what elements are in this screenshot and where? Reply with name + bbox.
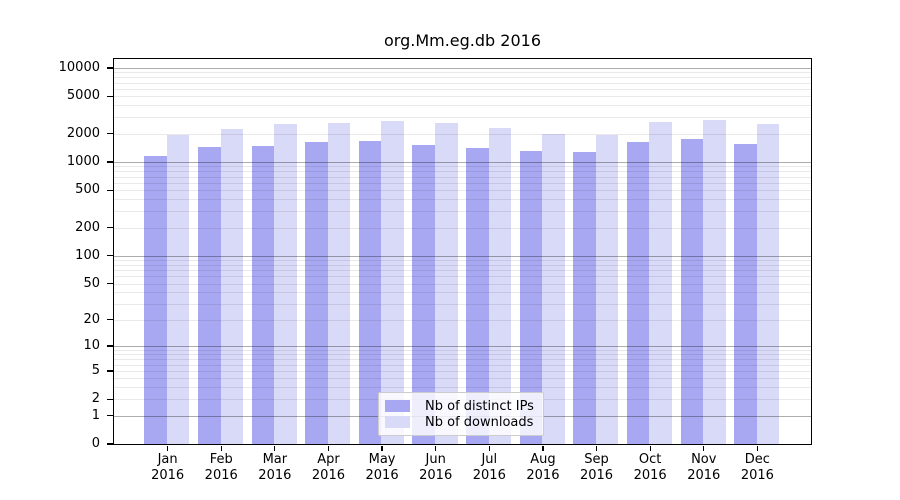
y-tick-mark xyxy=(107,95,113,98)
y-gridline-minor xyxy=(114,96,811,98)
legend: Nb of distinct IPs Nb of downloads xyxy=(378,392,544,436)
y-tick-label: 50 xyxy=(83,275,100,291)
bar-distinct-ips xyxy=(305,141,328,444)
bar-downloads xyxy=(434,123,458,444)
y-gridline-minor xyxy=(114,82,811,84)
legend-swatch-distinct-ips xyxy=(385,400,410,412)
y-tick-label: 200 xyxy=(75,219,100,235)
bar-distinct-ips xyxy=(466,148,489,444)
y-tick-mark xyxy=(107,443,113,445)
y-tick-label: 2 xyxy=(91,391,100,407)
x-tick-label: Jan 2016 xyxy=(151,452,185,483)
bar-downloads xyxy=(703,120,726,444)
y-tick-mark xyxy=(107,415,113,417)
y-tick-label: 100 xyxy=(75,247,100,263)
x-tick-mark xyxy=(274,445,276,451)
y-tick-label: 1000 xyxy=(66,154,100,170)
x-tick-mark xyxy=(595,445,598,451)
y-tick-label: 10000 xyxy=(58,60,100,76)
bar-downloads xyxy=(166,135,190,444)
y-gridline-minor xyxy=(114,105,811,107)
x-tick-mark xyxy=(381,445,383,451)
bar-downloads xyxy=(595,135,619,444)
y-tick-mark xyxy=(107,189,113,191)
bar-distinct-ips xyxy=(626,142,650,444)
x-tick-label: Jun 2016 xyxy=(419,452,453,483)
bar-downloads xyxy=(274,124,297,444)
bar-downloads xyxy=(327,123,351,444)
y-tick-label: 10 xyxy=(83,338,100,354)
bar-downloads xyxy=(488,127,512,444)
y-tick-mark xyxy=(107,398,113,400)
x-tick-label: Aug 2016 xyxy=(526,452,560,483)
y-tick-label: 5000 xyxy=(66,88,100,104)
x-tick-label: Nov 2016 xyxy=(687,452,721,483)
bar-distinct-ips xyxy=(144,155,167,444)
x-tick-mark xyxy=(703,445,705,451)
y-tick-mark xyxy=(107,319,113,321)
x-tick-mark xyxy=(220,445,222,451)
y-tick-label: 5 xyxy=(91,362,100,378)
y-tick-mark xyxy=(107,345,113,347)
bar-distinct-ips xyxy=(251,145,275,444)
y-tick-mark xyxy=(107,254,113,257)
y-tick-mark xyxy=(107,133,113,135)
y-tick-mark xyxy=(107,67,113,69)
x-tick-label: Mar 2016 xyxy=(258,452,292,483)
bar-distinct-ips xyxy=(358,140,382,444)
bar-distinct-ips xyxy=(734,143,757,444)
bar-downloads xyxy=(649,122,672,444)
legend-item-downloads: Nb of downloads xyxy=(385,415,535,430)
chart-title: org.Mm.eg.db 2016 xyxy=(383,31,541,50)
y-tick-label: 500 xyxy=(75,182,100,198)
y-tick-label: 1 xyxy=(91,407,100,423)
y-tick-label: 20 xyxy=(83,311,100,327)
x-tick-label: Jul 2016 xyxy=(472,452,506,483)
y-tick-label: 2000 xyxy=(66,125,100,141)
x-tick-label: Apr 2016 xyxy=(311,452,345,483)
x-tick-mark xyxy=(166,445,169,451)
x-tick-label: Dec 2016 xyxy=(740,452,774,483)
bar-distinct-ips xyxy=(519,151,543,444)
x-tick-label: Oct 2016 xyxy=(633,452,667,483)
bar-downloads xyxy=(381,121,404,444)
bar-downloads xyxy=(756,124,780,444)
bar-downloads xyxy=(542,133,565,444)
bar-distinct-ips xyxy=(680,138,704,444)
x-tick-mark xyxy=(327,445,330,451)
x-tick-label: Feb 2016 xyxy=(204,452,238,483)
x-tick-mark xyxy=(488,445,490,451)
y-tick-mark xyxy=(107,370,113,372)
x-tick-label: Sep 2016 xyxy=(579,452,614,483)
x-tick-mark xyxy=(542,445,544,451)
bar-distinct-ips xyxy=(198,147,221,444)
y-tick-mark xyxy=(107,226,113,229)
y-gridline-minor xyxy=(114,88,811,90)
legend-label-downloads: Nb of downloads xyxy=(425,414,534,430)
y-tick-mark xyxy=(107,282,113,285)
legend-item-distinct-ips: Nb of distinct IPs xyxy=(385,399,535,414)
x-tick-label: May 2016 xyxy=(365,452,399,483)
y-gridline-minor xyxy=(114,72,811,74)
y-gridline-minor xyxy=(114,117,811,119)
legend-label-distinct-ips: Nb of distinct IPs xyxy=(425,398,534,414)
y-gridline-major xyxy=(114,68,811,70)
y-gridline-minor xyxy=(114,77,811,79)
x-tick-mark xyxy=(435,445,437,451)
bar-distinct-ips xyxy=(412,145,435,444)
y-tick-mark xyxy=(107,161,113,163)
bar-distinct-ips xyxy=(573,151,596,444)
y-tick-label: 0 xyxy=(91,436,100,451)
x-tick-mark xyxy=(756,445,759,451)
legend-swatch-downloads xyxy=(385,416,410,428)
bar-downloads xyxy=(220,128,244,444)
x-tick-mark xyxy=(649,445,651,451)
